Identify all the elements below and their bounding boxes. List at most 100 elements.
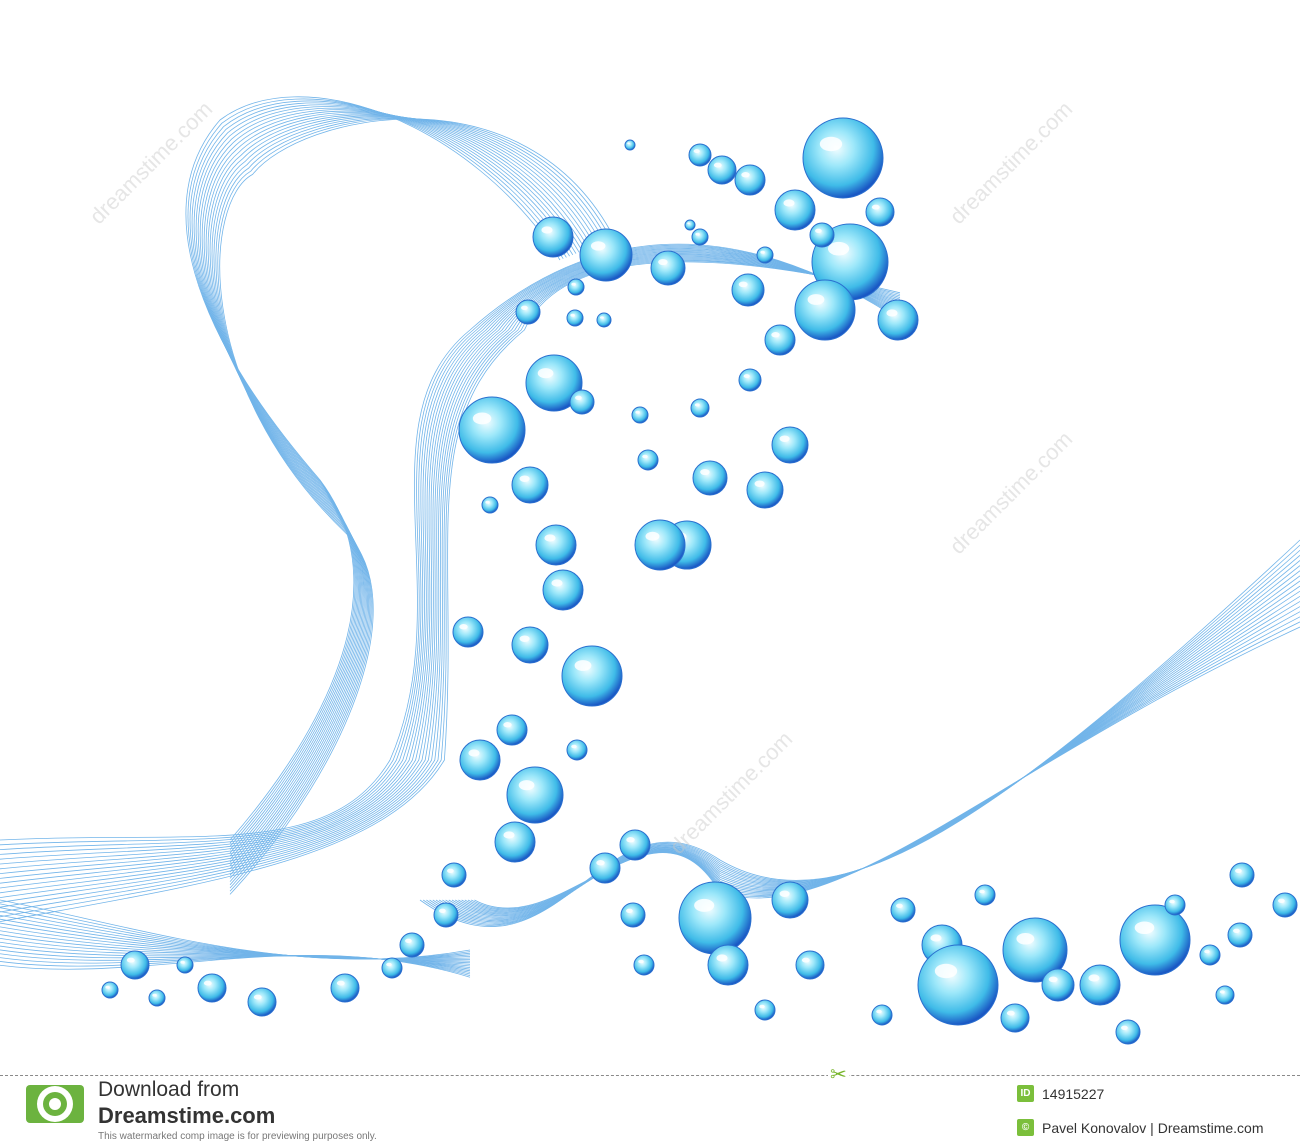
water-bubble xyxy=(532,216,574,258)
wave-line xyxy=(0,260,901,918)
wave-line xyxy=(432,560,1300,923)
bubble-highlight xyxy=(105,985,110,989)
water-bubble xyxy=(511,466,549,504)
water-bubble xyxy=(771,881,809,919)
bubble-highlight xyxy=(126,957,135,963)
bubble-highlight xyxy=(439,908,446,913)
water-bubble xyxy=(865,197,895,227)
bubble-highlight xyxy=(1233,928,1240,933)
wave-line xyxy=(474,626,1300,909)
bubble-highlight xyxy=(713,162,722,168)
water-bubble xyxy=(691,228,709,246)
water-bubble xyxy=(458,396,526,464)
water-bubble xyxy=(754,999,776,1021)
water-bubble xyxy=(688,143,712,167)
bubble-highlight xyxy=(571,282,576,286)
bubble-highlight xyxy=(687,222,690,225)
bubble-highlight xyxy=(819,136,843,152)
bubble-highlight xyxy=(741,172,750,178)
bubble-highlight xyxy=(336,980,345,986)
water-bubble xyxy=(148,989,166,1007)
download-line-2[interactable]: Dreamstime.com xyxy=(98,1103,276,1128)
water-bubble xyxy=(1000,1003,1030,1033)
bubble-highlight xyxy=(1121,1025,1128,1030)
water-bubble xyxy=(197,973,227,1003)
bubble-highlight xyxy=(626,908,633,913)
bubble-highlight xyxy=(544,534,556,542)
wave-line xyxy=(0,245,901,850)
bubble-highlight xyxy=(638,959,644,964)
wave-line xyxy=(471,621,1300,910)
water-bubble xyxy=(566,309,584,327)
water-bubble xyxy=(452,616,484,648)
wave-line xyxy=(0,244,901,846)
water-bubble xyxy=(515,299,541,325)
bubble-highlight xyxy=(930,934,942,942)
water-bubble xyxy=(764,324,796,356)
id-badge: ID xyxy=(1017,1085,1034,1102)
water-bubble xyxy=(624,139,636,151)
water-bubble xyxy=(1079,964,1121,1006)
water-bubble xyxy=(1115,1019,1141,1045)
bubble-highlight xyxy=(459,624,468,630)
water-wave-artwork xyxy=(0,96,1300,1045)
bubble-highlight xyxy=(759,1004,765,1009)
bubble-highlight xyxy=(635,410,640,414)
water-bubble xyxy=(734,164,766,196)
author-credit[interactable]: Pavel Konovalov | Dreamstime.com xyxy=(1042,1120,1264,1136)
image-id: 14915227 xyxy=(1042,1086,1105,1102)
bubble-highlight xyxy=(743,374,750,379)
water-bubble xyxy=(569,389,595,415)
wave-line xyxy=(461,606,1300,913)
water-bubble xyxy=(494,821,536,863)
water-bubble xyxy=(634,519,686,571)
dreamstime-spiral-logo-icon xyxy=(26,1085,84,1123)
bubble-highlight xyxy=(1048,976,1058,983)
wave-line xyxy=(219,118,615,895)
bubble-highlight xyxy=(815,228,822,233)
water-bubble xyxy=(771,426,809,464)
wave-line xyxy=(0,252,901,879)
water-bubble xyxy=(1199,944,1221,966)
bubble-highlight xyxy=(694,898,715,912)
water-bubble xyxy=(1229,862,1255,888)
wave-line xyxy=(0,955,471,978)
water-bubble xyxy=(809,222,835,248)
bubble-highlight xyxy=(779,435,790,442)
bubble-highlight xyxy=(979,889,985,894)
water-bubble xyxy=(678,881,752,955)
water-bubble xyxy=(542,569,584,611)
water-bubble xyxy=(774,189,816,231)
wave-line xyxy=(0,250,901,870)
water-bubble xyxy=(877,299,919,341)
water-bubble xyxy=(637,449,659,471)
download-line-1: Download from xyxy=(98,1078,240,1101)
water-bubble xyxy=(1164,894,1186,916)
water-bubble xyxy=(330,973,360,1003)
bubble-highlight xyxy=(1006,1010,1015,1016)
water-bubble xyxy=(247,987,277,1017)
bubble-highlight xyxy=(695,232,700,236)
water-bubble xyxy=(561,645,623,707)
bubble-highlight xyxy=(1219,990,1225,994)
bubble-highlight xyxy=(827,241,850,256)
water-bubble xyxy=(566,739,588,761)
wave-lines xyxy=(0,96,1300,978)
bubble-highlight xyxy=(694,403,700,407)
water-bubble xyxy=(567,278,585,296)
bubble-highlight xyxy=(779,890,790,897)
bubble-highlight xyxy=(574,660,592,671)
bubble-highlight xyxy=(771,332,780,338)
bubble-highlight xyxy=(551,579,563,587)
bubble-highlight xyxy=(599,316,604,319)
water-bubble xyxy=(511,626,549,664)
wave-line xyxy=(0,251,901,874)
water-bubble xyxy=(399,932,425,958)
bubble-highlight xyxy=(570,313,575,317)
water-bubble xyxy=(707,944,749,986)
water-bubble xyxy=(802,117,884,199)
bubble-highlight xyxy=(693,149,700,154)
water-bubble xyxy=(756,246,774,264)
bubble-highlight xyxy=(934,963,958,979)
wave-line xyxy=(435,565,1300,922)
